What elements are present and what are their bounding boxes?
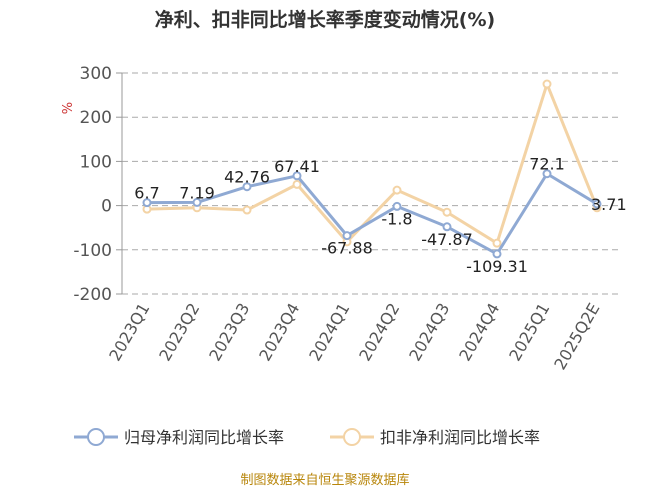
legend-item-0[interactable]: 归母净利润同比增长率 — [74, 428, 284, 447]
data-label: -109.31 — [466, 257, 528, 276]
y-tick-label: -200 — [73, 285, 112, 305]
y-axis-ticks: 300 200 100 0 -100 -200 — [73, 64, 123, 305]
data-label: 42.76 — [224, 168, 270, 187]
x-tick-label: 2024Q3 — [405, 300, 453, 364]
data-point[interactable] — [442, 222, 452, 232]
y-tick-label: 200 — [80, 108, 112, 128]
data-label: 67.41 — [274, 157, 320, 176]
series-line-1 — [146, 82, 599, 245]
data-label: -67.88 — [321, 239, 373, 258]
y-tick-label: -100 — [73, 241, 112, 261]
source-note: 制图数据来自恒生聚源数据库 — [240, 472, 409, 488]
data-point[interactable] — [392, 185, 402, 195]
data-point[interactable] — [242, 182, 252, 192]
y-tick-label: 0 — [101, 197, 112, 217]
x-tick-label: 2023Q4 — [255, 300, 303, 364]
data-point[interactable] — [492, 249, 502, 259]
legend-item-1[interactable]: 扣非净利润同比增长率 — [330, 428, 540, 447]
data-label: -47.87 — [421, 230, 473, 249]
chart-title: 净利、扣非同比增长率季度变动情况(%) — [155, 8, 495, 31]
data-point[interactable] — [242, 205, 252, 215]
data-label: -1.8 — [381, 209, 412, 228]
y-tick-label: 100 — [80, 152, 112, 172]
legend[interactable]: 归母净利润同比增长率 扣非净利润同比增长率 — [74, 428, 540, 447]
y-tick-label: 300 — [80, 64, 112, 84]
data-label: 72.1 — [529, 155, 565, 174]
y-unit-label: % — [61, 102, 76, 114]
x-tick-label: 2024Q2 — [355, 300, 403, 364]
grid-lines — [122, 72, 622, 295]
data-point[interactable] — [392, 201, 402, 211]
data-point[interactable] — [542, 79, 552, 89]
legend-label: 归母净利润同比增长率 — [124, 428, 284, 447]
data-label: 7.19 — [179, 183, 215, 202]
series-group — [142, 79, 602, 259]
data-label: 6.7 — [134, 184, 159, 203]
data-point[interactable] — [592, 199, 602, 209]
data-point[interactable] — [142, 198, 152, 208]
legend-marker — [87, 428, 105, 446]
data-point[interactable] — [442, 207, 452, 217]
legend-label: 扣非净利润同比增长率 — [380, 428, 540, 447]
x-tick-label: 2025Q1 — [505, 300, 553, 364]
x-tick-label: 2025Q2E — [550, 300, 603, 373]
data-point[interactable] — [192, 197, 202, 207]
data-point[interactable] — [292, 179, 302, 189]
data-point[interactable] — [342, 231, 352, 241]
x-tick-label: 2024Q4 — [455, 300, 503, 364]
x-tick-label: 2023Q2 — [155, 300, 203, 364]
data-point[interactable] — [292, 171, 302, 181]
data-point[interactable] — [492, 238, 502, 248]
legend-marker — [343, 428, 361, 446]
x-tick-label: 2023Q3 — [205, 300, 253, 364]
series-line-0 — [146, 172, 598, 256]
data-point[interactable] — [542, 169, 552, 179]
x-tick-label: 2024Q1 — [305, 300, 353, 364]
data-label: 3.71 — [591, 195, 627, 214]
x-tick-label: 2023Q1 — [105, 300, 153, 364]
x-axis-ticks: 2023Q1 2023Q2 2023Q3 2023Q4 2024Q1 2024Q2 2024… — [105, 300, 603, 373]
